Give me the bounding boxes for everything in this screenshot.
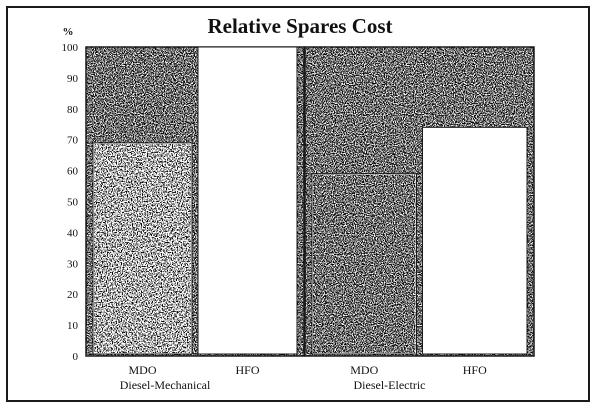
bar-hfo-diesel-electric — [422, 126, 528, 355]
x-category-label: HFO — [463, 363, 487, 377]
y-tick-label: 100 — [62, 42, 79, 54]
bar-texture — [94, 143, 191, 353]
y-tick-label: 40 — [67, 227, 79, 239]
x-group-label: Diesel-Electric — [354, 378, 426, 392]
panel-border — [304, 46, 535, 357]
y-tick-label: 20 — [67, 289, 79, 301]
y-tick-label: 70 — [67, 135, 79, 147]
y-tick-label: 0 — [73, 351, 79, 363]
y-tick-label: 80 — [67, 104, 79, 116]
y-axis-ticks: 0 10 20 30 40 50 60 70 80 90 100 — [62, 42, 79, 363]
x-category-label: MDO — [350, 363, 378, 377]
y-tick-label: 60 — [67, 166, 79, 178]
x-category-label: MDO — [128, 363, 156, 377]
chart-frame — [6, 6, 590, 402]
chart-title: Relative Spares Cost — [207, 14, 392, 38]
bar-texture — [313, 174, 416, 353]
y-tick-label: 10 — [67, 320, 79, 332]
x-group-label: Diesel-Mechanical — [120, 378, 211, 392]
plot-area — [85, 46, 535, 357]
y-tick-label: 90 — [67, 73, 79, 85]
y-tick-label: 30 — [67, 258, 79, 270]
bar-hfo-diesel-mechanical — [197, 46, 298, 355]
y-tick-label: 50 — [67, 197, 79, 209]
panel-border — [85, 46, 305, 357]
y-axis-unit-label: % — [63, 26, 74, 38]
x-category-label: HFO — [235, 363, 259, 377]
